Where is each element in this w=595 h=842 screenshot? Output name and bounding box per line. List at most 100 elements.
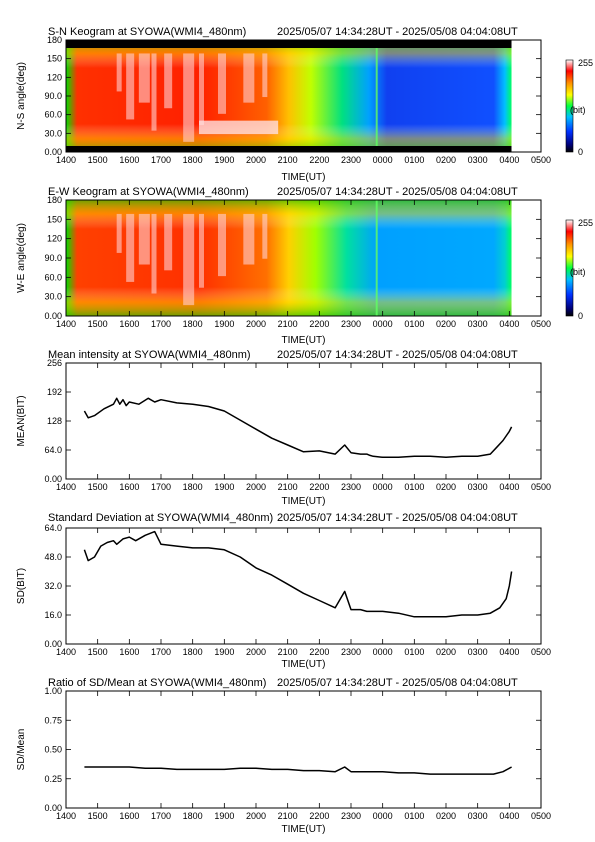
y-tick-label: 60.0 — [44, 110, 62, 120]
x-tick-label: 1400 — [56, 811, 76, 821]
x-tick-label: 0400 — [499, 811, 519, 821]
keogram-streak — [116, 213, 122, 253]
x-tick-label: 1600 — [119, 482, 139, 492]
keogram-artifact-line — [375, 200, 378, 316]
keogram-streak — [262, 53, 268, 98]
y-tick-label: 128 — [47, 416, 62, 426]
x-tick-label: 2000 — [246, 647, 266, 657]
panel-time-range: 2025/05/07 14:34:28UT - 2025/05/08 04:04… — [277, 677, 518, 689]
x-tick-label: 1400 — [56, 647, 76, 657]
keogram-streak — [151, 213, 157, 294]
y-axis-label: N-S angle(deg) — [16, 62, 27, 130]
x-tick-label: 1700 — [151, 319, 171, 329]
y-tick-label: 0.75 — [44, 715, 62, 725]
x-tick-label: 0200 — [436, 319, 456, 329]
plot-frame — [65, 362, 542, 480]
y-tick-label: 0.00 — [44, 474, 62, 484]
x-tick-label: 2200 — [309, 319, 329, 329]
x-tick-label: 2100 — [278, 482, 298, 492]
panel-5: Ratio of SD/Mean at SYOWA(WMI4_480nm) 202… — [16, 677, 551, 835]
x-tick-label: 1400 — [56, 155, 76, 165]
y-tick-label: 30.0 — [44, 292, 62, 302]
x-tick-label: 2300 — [341, 647, 361, 657]
x-tick-label: 1500 — [88, 155, 108, 165]
y-axis-label: MEAN(BIT) — [16, 395, 27, 446]
x-tick-label: 2300 — [341, 155, 361, 165]
colorbar-min-label: 0 — [578, 311, 583, 321]
y-axis-label: SD/Mean — [16, 729, 27, 771]
x-tick-label: 2000 — [246, 319, 266, 329]
x-tick-label: 2100 — [278, 811, 298, 821]
keogram-bright-band — [199, 120, 279, 135]
x-tick-label: 2300 — [341, 482, 361, 492]
x-tick-label: 1500 — [88, 482, 108, 492]
y-tick-label: 90.0 — [44, 253, 62, 263]
x-tick-label: 1800 — [183, 319, 203, 329]
panel-3: Mean intensity at SYOWA(WMI4_480nm) 2025/… — [16, 349, 551, 507]
keogram-streak — [183, 53, 195, 142]
x-tick-label: 1400 — [56, 319, 76, 329]
keogram-streak — [138, 53, 150, 103]
y-tick-label: 256 — [47, 358, 62, 368]
panel-2: E-W Keogram at SYOWA(WMI4_480nm) 2025/05/… — [16, 186, 593, 346]
panel-title: Mean intensity at SYOWA(WMI4_480nm) — [48, 349, 251, 361]
colorbar — [565, 59, 574, 153]
x-axis-label: TIME(UT) — [282, 172, 326, 183]
x-tick-label: 0100 — [404, 482, 424, 492]
keogram-streak — [218, 53, 226, 114]
colorbar-unit-label: (bit) — [570, 267, 586, 277]
y-tick-label: 32.0 — [44, 581, 62, 591]
y-tick-label: 150 — [47, 54, 62, 64]
x-tick-label: 0100 — [404, 319, 424, 329]
y-axis-label: W-E angle(deg) — [16, 223, 27, 293]
keogram-streak — [126, 213, 135, 282]
keogram-streak — [164, 53, 173, 109]
x-tick-label: 0300 — [468, 482, 488, 492]
x-tick-label: 1900 — [214, 155, 234, 165]
keogram-streak — [262, 213, 268, 259]
colorbar-min-label: 0 — [578, 147, 583, 157]
x-axis-label: TIME(UT) — [282, 335, 326, 346]
y-tick-label: 60.0 — [44, 272, 62, 282]
plot-frame — [65, 527, 542, 645]
y-tick-label: 180 — [47, 195, 62, 205]
x-tick-label: 0300 — [468, 647, 488, 657]
x-tick-label: 0100 — [404, 811, 424, 821]
y-tick-label: 0.00 — [44, 639, 62, 649]
x-tick-label: 0200 — [436, 155, 456, 165]
y-tick-label: 0.00 — [44, 147, 62, 157]
x-tick-label: 1500 — [88, 319, 108, 329]
x-tick-label: 2000 — [246, 155, 266, 165]
x-tick-label: 1500 — [88, 647, 108, 657]
y-tick-label: 0.00 — [44, 311, 62, 321]
x-tick-label: 0400 — [499, 155, 519, 165]
x-tick-label: 1900 — [214, 319, 234, 329]
x-tick-label: 1600 — [119, 647, 139, 657]
y-tick-label: 30.0 — [44, 128, 62, 138]
x-tick-label: 1600 — [119, 155, 139, 165]
x-tick-label: 0300 — [468, 811, 488, 821]
panel-time-range: 2025/05/07 14:34:28UT - 2025/05/08 04:04… — [277, 26, 518, 38]
x-tick-label: 1900 — [214, 647, 234, 657]
panel-title: Standard Deviation at SYOWA(WMI4_480nm) — [48, 512, 273, 524]
keogram-streak — [218, 213, 226, 277]
colorbar — [565, 219, 574, 317]
y-tick-label: 192 — [47, 387, 62, 397]
keogram-artifact-line — [375, 40, 378, 152]
keogram-streak — [138, 213, 150, 265]
x-tick-label: 2100 — [278, 647, 298, 657]
x-tick-label: 0300 — [468, 155, 488, 165]
colorbar-max-label: 255 — [578, 218, 593, 228]
x-tick-label: 2200 — [309, 482, 329, 492]
x-tick-label: 1900 — [214, 811, 234, 821]
y-tick-label: 64.0 — [44, 523, 62, 533]
y-tick-label: 0.25 — [44, 774, 62, 784]
x-tick-label: 2200 — [309, 155, 329, 165]
panel-1: S-N Keogram at SYOWA(WMI4_480nm) 2025/05/… — [16, 26, 593, 183]
x-tick-label: 2300 — [341, 319, 361, 329]
y-tick-label: 0.50 — [44, 745, 62, 755]
panel-title: E-W Keogram at SYOWA(WMI4_480nm) — [48, 186, 249, 198]
y-axis-label: SD(BIT) — [16, 568, 27, 604]
x-axis-label: TIME(UT) — [282, 659, 326, 670]
